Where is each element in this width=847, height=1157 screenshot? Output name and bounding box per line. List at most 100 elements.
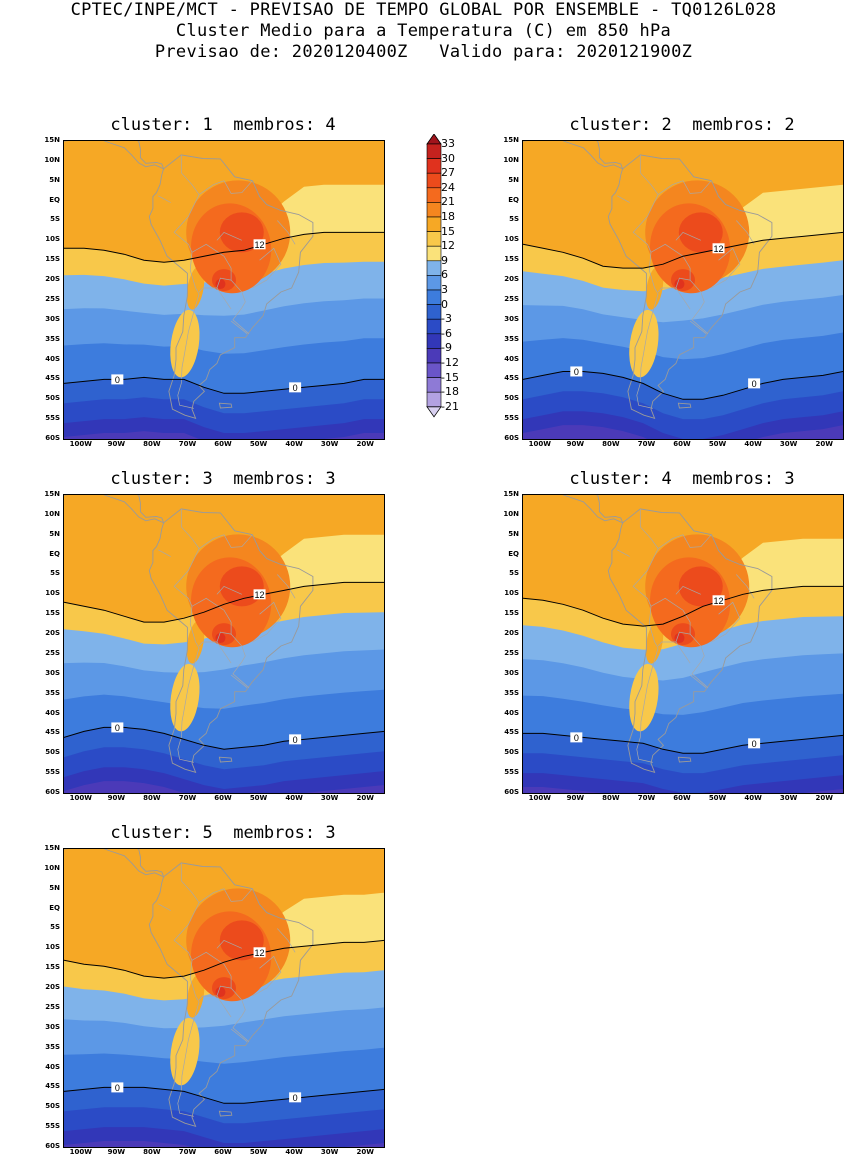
- lat-tick-label: 50S: [504, 748, 519, 757]
- contour-label-0-box: [570, 732, 583, 743]
- contour-label-12-box: [712, 243, 725, 254]
- lat-tick-label: 5N: [508, 529, 519, 538]
- contour-label-12-box: [712, 595, 725, 606]
- falklands-outline: [677, 402, 692, 409]
- lat-tick-label: 5N: [508, 175, 519, 184]
- lon-tick-label: 100W: [69, 440, 92, 448]
- country-border: [252, 955, 282, 997]
- panel-title-cluster-1: cluster: 1 membros: 4: [110, 115, 336, 135]
- country-border: [230, 320, 248, 334]
- temperature-band: [64, 1141, 384, 1147]
- colorbar-scale: [426, 134, 442, 418]
- lat-tick-label: 10N: [503, 509, 519, 518]
- lat-tick-label: 15N: [44, 136, 60, 144]
- lon-tick-label: 70W: [178, 440, 197, 448]
- lon-tick-label: 50W: [708, 440, 727, 448]
- country-border: [689, 674, 707, 688]
- lon-tick-label: 30W: [779, 440, 798, 448]
- country-border: [675, 231, 701, 241]
- lon-tick-label: 30W: [320, 1148, 339, 1156]
- lat-tick-label: 5N: [49, 883, 60, 892]
- colorbar-label: 18: [441, 210, 455, 223]
- colorbar-label: 15: [441, 224, 455, 238]
- colorbar-label: -9: [441, 341, 452, 355]
- lat-tick-label: 50S: [45, 748, 60, 757]
- lon-tick-label: 80W: [143, 1148, 161, 1156]
- lat-tick-label: 10N: [44, 155, 60, 164]
- panel-title-cluster-3: cluster: 3 membros: 3: [110, 469, 336, 489]
- lat-tick-label: 15N: [44, 844, 60, 852]
- warm-core-24: [219, 920, 264, 961]
- country-border: [252, 601, 282, 643]
- lat-tick-label: 15N: [44, 490, 60, 498]
- colorbar-label: 30: [441, 151, 455, 165]
- lat-tick-label: 45S: [45, 1082, 60, 1091]
- lat-tick-label: 5S: [50, 215, 60, 224]
- country-border: [689, 320, 707, 334]
- country-border: [230, 1028, 248, 1042]
- colorbar-label: 6: [441, 268, 448, 282]
- colorbar-segment: [426, 260, 442, 276]
- country-border: [173, 180, 250, 334]
- country-border: [216, 231, 242, 241]
- coastline: [64, 849, 165, 878]
- temperature-band: [523, 773, 843, 793]
- temperature-band: [523, 425, 843, 439]
- lat-tick-label: 40S: [45, 708, 60, 717]
- country-border: [675, 631, 691, 664]
- lon-tick-label: 20W: [356, 1148, 374, 1156]
- country-border: [177, 252, 200, 409]
- lon-tick-label: 100W: [69, 1148, 92, 1156]
- temperature-band: [64, 781, 384, 793]
- colorbar-label: -15: [441, 370, 459, 384]
- country-border: [198, 641, 217, 647]
- coastline: [64, 495, 165, 524]
- map-panel-cluster-2: 12 0 0: [522, 140, 844, 440]
- lat-tick-label: EQ: [508, 549, 519, 558]
- lon-tick-label: 80W: [602, 794, 620, 802]
- warm-core-24: [678, 566, 723, 607]
- country-border: [198, 995, 217, 1001]
- colorbar-segment: [426, 348, 442, 364]
- colorbar-label: 33: [441, 137, 455, 150]
- contour-label-12: 12: [714, 244, 724, 254]
- lat-tick-label: 55S: [45, 1122, 60, 1131]
- country-border: [180, 154, 200, 195]
- contour-label-0-box: [289, 382, 302, 393]
- panel-title-cluster-5: cluster: 5 membros: 3: [110, 823, 336, 843]
- temperature-colorbar: 33 30 27 24 21 18 15 12 9 6 3 0 -3 -6 -9 -12 -15 -18 -21: [424, 134, 494, 442]
- temperature-band: [523, 184, 843, 273]
- lat-tick-label: 40S: [45, 1062, 60, 1071]
- lat-tick-label: 60S: [504, 434, 519, 442]
- country-border: [198, 287, 217, 293]
- lat-tick-label: 15S: [504, 255, 519, 264]
- country-border: [736, 220, 755, 245]
- lon-tick-label: 60W: [214, 440, 232, 448]
- lat-tick-label: 10N: [44, 863, 60, 872]
- country-border: [180, 862, 200, 903]
- contour-12: [64, 939, 384, 979]
- lat-tick-label: EQ: [508, 195, 519, 204]
- colorbar-segment: [426, 172, 442, 189]
- lat-tick-label: 35S: [45, 1042, 60, 1051]
- lat-tick-label: 50S: [45, 394, 60, 403]
- falklands-outline: [218, 1110, 233, 1117]
- lat-tick-label: 30S: [504, 668, 519, 677]
- header-title-line2: Cluster Medio para a Temperatura (C) em …: [175, 21, 672, 41]
- colorbar-label: -3: [441, 312, 452, 326]
- lat-tick-label: 35S: [45, 334, 60, 343]
- lat-tick-label: 5N: [49, 175, 60, 184]
- contour-label-0-box: [289, 1092, 302, 1103]
- warm-core-27: [215, 987, 226, 998]
- lat-tick-label: 55S: [504, 768, 519, 777]
- colorbar-segment: [426, 289, 442, 305]
- andes-cold-wedge: [629, 309, 659, 378]
- temperature-band: [64, 184, 384, 267]
- lat-tick-label: EQ: [49, 903, 60, 912]
- country-border: [632, 534, 709, 688]
- lat-tick-label: 20S: [504, 275, 519, 284]
- contour-12: [523, 585, 843, 627]
- lat-tick-label: 40S: [504, 708, 519, 717]
- lon-tick-label: 30W: [320, 440, 339, 448]
- lon-tick-label: 20W: [815, 794, 833, 802]
